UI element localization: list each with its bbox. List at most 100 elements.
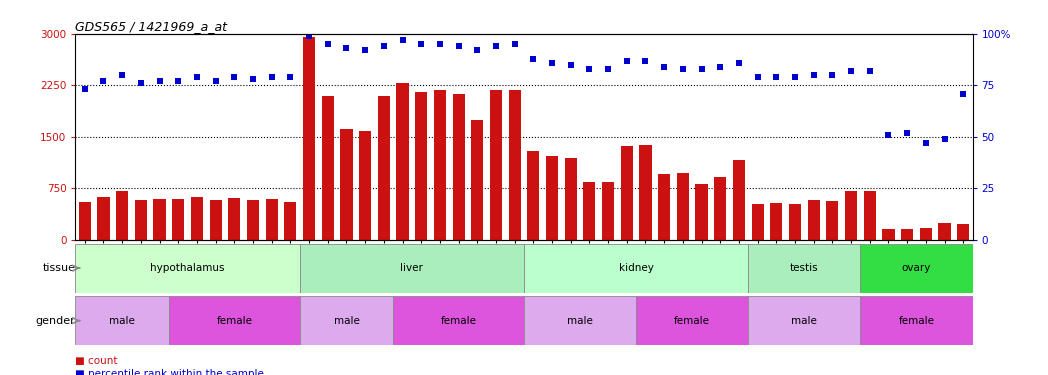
Point [394,37,411,43]
Text: testis: testis [790,263,818,273]
Bar [303,37,315,240]
Point [468,47,485,53]
Text: female: female [674,316,711,326]
Point [618,58,635,64]
Bar [172,200,184,240]
Point [693,66,709,72]
Point [132,80,149,86]
Point [432,41,449,47]
Text: male: male [567,316,593,326]
Bar [938,223,951,240]
Bar [826,201,838,240]
Bar [116,190,128,240]
Bar [620,146,633,240]
Bar [247,201,259,240]
Bar [639,145,652,240]
Point [637,58,654,64]
Point [189,74,205,80]
Point [917,140,934,146]
Point [563,62,580,68]
Text: male: male [791,316,817,326]
Point [339,45,355,51]
Bar [322,96,334,240]
Bar [300,244,524,292]
Text: tissue: tissue [43,263,75,273]
Bar [524,244,748,292]
Point [451,43,467,49]
Bar [714,177,726,240]
Point [226,74,243,80]
Bar [845,191,857,240]
Bar [393,296,524,345]
Text: female: female [216,316,253,326]
Point [861,68,878,74]
Point [544,60,561,66]
Bar [75,244,300,292]
Bar [602,182,614,240]
Point [730,60,747,66]
Bar [489,90,502,240]
Point [320,41,336,47]
Bar [415,92,428,240]
Point [749,74,766,80]
Bar [359,131,371,240]
Bar [748,296,860,345]
Bar [527,151,540,240]
Text: kidney: kidney [618,263,654,273]
Bar [748,244,860,292]
Bar [97,197,110,240]
Text: male: male [109,316,135,326]
Point [525,56,542,62]
Point [95,78,112,84]
Bar [79,202,91,240]
Bar [508,90,521,240]
Bar [524,296,636,345]
Text: female: female [898,316,935,326]
Point [712,64,728,70]
Bar [169,296,300,345]
Text: male: male [333,316,359,326]
Bar [808,200,820,240]
Bar [265,200,278,240]
Point [356,47,373,53]
Bar [920,228,932,240]
Bar [901,229,913,240]
Bar [434,90,446,240]
Point [787,74,804,80]
Point [170,78,187,84]
Bar [396,83,409,240]
Text: ■ percentile rank within the sample: ■ percentile rank within the sample [75,369,264,375]
Point [151,78,168,84]
Bar [751,204,764,240]
Bar [658,174,671,240]
Point [301,33,318,39]
Point [581,66,597,72]
Bar [770,202,783,240]
Text: GDS565 / 1421969_a_at: GDS565 / 1421969_a_at [75,20,227,33]
Bar [300,296,393,345]
Bar [472,120,483,240]
Point [656,64,673,70]
Bar [565,158,576,240]
Bar [677,172,689,240]
Point [955,91,971,97]
Point [899,130,916,136]
Point [77,87,93,93]
Point [843,68,859,74]
Point [375,43,392,49]
Text: gender: gender [36,316,75,326]
Bar [733,160,745,240]
Bar [696,184,707,240]
Text: ■ count: ■ count [75,356,118,366]
Bar [377,96,390,240]
Point [880,132,897,138]
Bar [210,201,222,240]
Text: female: female [440,316,477,326]
Bar [584,182,595,240]
Point [599,66,616,72]
Bar [860,244,973,292]
Point [675,66,692,72]
Bar [153,200,166,240]
Point [824,72,840,78]
Point [936,136,953,142]
